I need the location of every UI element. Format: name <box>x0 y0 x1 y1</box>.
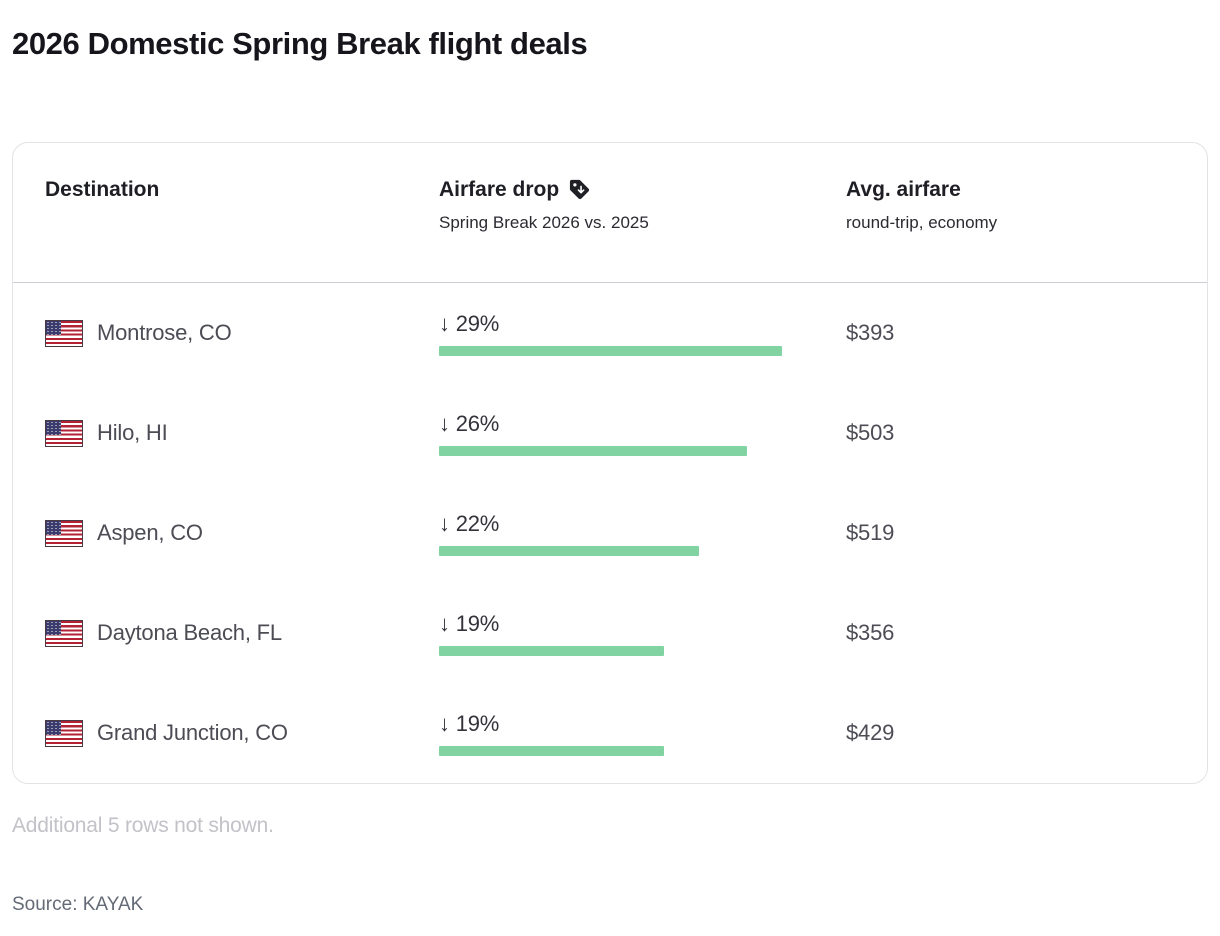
source-attribution: Source: KAYAK <box>12 894 144 915</box>
avg-airfare-value: $503 <box>846 420 895 445</box>
airfare-drop-cell: ↓ 19% <box>439 611 846 656</box>
avg-airfare-column-subtitle: round-trip, economy <box>846 213 998 233</box>
table-row: Grand Junction, CO ↓ 19% $429 <box>13 683 1207 783</box>
header-avg-airfare-column: Avg. airfare round-trip, economy <box>846 177 1175 234</box>
us-flag-icon <box>45 619 83 647</box>
destination-label: Hilo, HI <box>97 420 168 445</box>
drop-bar <box>439 345 782 356</box>
destination-cell: Grand Junction, CO <box>45 719 439 747</box>
us-flag-icon <box>45 419 83 447</box>
page-title: 2026 Domestic Spring Break flight deals <box>12 26 588 61</box>
flight-deals-table: Destination Airfare drop Spring Break 20… <box>12 142 1208 784</box>
destination-label: Montrose, CO <box>97 320 232 345</box>
avg-airfare-cell: $393 <box>846 320 1175 346</box>
us-flag-icon <box>45 519 83 547</box>
destination-cell: Aspen, CO <box>45 519 439 547</box>
avg-airfare-cell: $429 <box>846 720 1175 746</box>
avg-airfare-value: $519 <box>846 520 895 545</box>
airfare-drop-cell: ↓ 19% <box>439 711 846 756</box>
table-row: Aspen, CO ↓ 22% $519 <box>13 483 1207 583</box>
drop-bar <box>439 645 664 656</box>
avg-airfare-value: $393 <box>846 320 895 345</box>
drop-percent-label: ↓ 22% <box>439 510 500 536</box>
avg-airfare-cell: $519 <box>846 520 1175 546</box>
drop-bar <box>439 445 747 456</box>
drop-bar <box>439 545 699 556</box>
drop-percent-label: ↓ 26% <box>439 410 500 436</box>
table-row: Daytona Beach, FL ↓ 19% $356 <box>13 583 1207 683</box>
avg-airfare-cell: $503 <box>846 420 1175 446</box>
additional-rows-note: Additional 5 rows not shown. <box>12 814 274 837</box>
us-flag-icon <box>45 319 83 347</box>
destination-column-label: Destination <box>45 178 160 201</box>
table-rows: Montrose, CO ↓ 29% $393 Hilo, HI ↓ 26% <box>13 283 1207 783</box>
airfare-drop-column-subtitle: Spring Break 2026 vs. 2025 <box>439 213 649 233</box>
destination-cell: Daytona Beach, FL <box>45 619 439 647</box>
table-header: Destination Airfare drop Spring Break 20… <box>13 143 1207 282</box>
drop-percent-label: ↓ 19% <box>439 710 500 736</box>
table-row: Montrose, CO ↓ 29% $393 <box>13 283 1207 383</box>
avg-airfare-value: $429 <box>846 720 895 745</box>
table-row: Hilo, HI ↓ 26% $503 <box>13 383 1207 483</box>
header-airfare-drop-column: Airfare drop Spring Break 2026 vs. 2025 <box>439 177 846 234</box>
airfare-drop-cell: ↓ 22% <box>439 511 846 556</box>
airfare-drop-column-label: Airfare drop <box>439 177 846 202</box>
header-destination-column: Destination <box>45 177 439 202</box>
airfare-drop-label-text: Airfare drop <box>439 178 560 201</box>
avg-airfare-cell: $356 <box>846 620 1175 646</box>
avg-airfare-value: $356 <box>846 620 895 645</box>
destination-label: Daytona Beach, FL <box>97 620 282 645</box>
header-divider <box>13 282 1207 283</box>
avg-airfare-column-label: Avg. airfare <box>846 178 961 201</box>
airfare-drop-cell: ↓ 29% <box>439 311 846 356</box>
destination-label: Aspen, CO <box>97 520 203 545</box>
drop-bar <box>439 745 664 756</box>
drop-percent-label: ↓ 29% <box>439 310 500 336</box>
airfare-drop-cell: ↓ 26% <box>439 411 846 456</box>
us-flag-icon <box>45 719 83 747</box>
drop-percent-label: ↓ 19% <box>439 610 500 636</box>
destination-label: Grand Junction, CO <box>97 720 288 745</box>
price-drop-tag-icon <box>568 178 591 201</box>
destination-cell: Montrose, CO <box>45 319 439 347</box>
destination-cell: Hilo, HI <box>45 419 439 447</box>
